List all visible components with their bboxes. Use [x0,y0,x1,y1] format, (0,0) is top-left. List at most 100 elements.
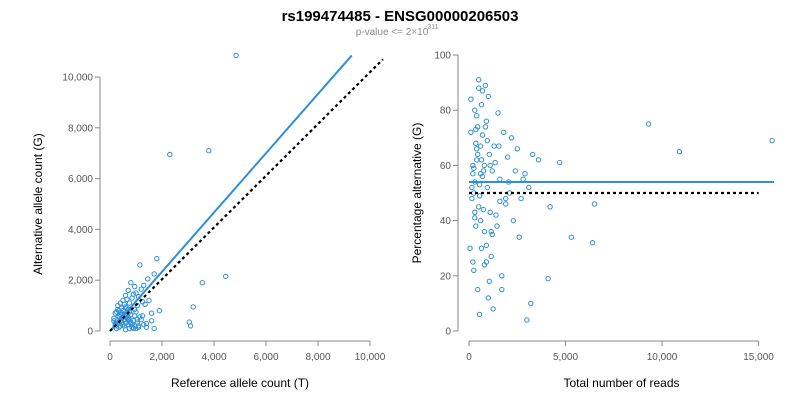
data-point [128,280,134,286]
data-point [470,259,476,265]
data-point [516,234,522,240]
data-point [156,308,163,314]
data-point [190,304,196,310]
pvalue-label: p-value <= 2×10 [356,27,429,38]
data-point [472,107,478,113]
data-point [125,287,131,294]
data-point [187,323,194,329]
x-tick-label: 4,000 [201,352,226,363]
y-tick-label: 8,000 [68,123,93,134]
data-point [471,165,477,171]
data-point [116,313,122,319]
data-point [508,135,515,141]
y-tick-label: 20 [440,271,452,282]
y-tick-label: 0 [87,327,93,338]
data-point [488,228,494,235]
data-point [557,159,563,166]
data-point [645,121,652,127]
data-point [514,146,520,152]
y-axis-title: Percentage alternative (G) [410,123,424,264]
data-point [126,300,133,306]
data-point [474,113,480,119]
data-point [233,52,239,59]
data-point [132,283,138,290]
y-tick-label: 6,000 [68,174,93,185]
data-point [477,143,484,149]
data-point [492,159,498,166]
data-point [501,129,507,136]
y-tick-label: 40 [440,216,452,227]
data-point [489,231,495,238]
data-point [495,110,501,116]
data-point [468,129,474,136]
data-point [116,324,122,330]
data-point [503,201,509,207]
x-axis-title: Reference allele count (T) [171,376,309,390]
data-point [476,182,483,188]
data-point [524,317,530,323]
data-point [133,309,139,315]
y-tick-label: 100 [434,51,451,62]
data-point [472,209,478,216]
data-point [133,325,139,332]
data-point [113,325,120,332]
y-tick-label: 4,000 [68,225,93,236]
data-point [494,223,500,229]
y-tick-label: 80 [440,106,452,117]
data-point [138,286,144,292]
x-tick-label: 5,000 [553,352,578,363]
data-point [497,198,503,205]
y-axis-title: Alternative allele count (G) [31,133,45,274]
data-point [522,171,528,177]
data-point [133,290,139,296]
data-point [124,309,130,315]
data-point [487,162,493,169]
data-point [473,140,479,147]
allele-count-scatter-panel: 0 2,000 4,000 6,000 8,000 10,000 0 2,000 4,000 6,… [31,52,386,390]
data-point [499,273,505,279]
data-point [112,310,118,316]
x-tick-label: 2,000 [149,352,174,363]
data-point [480,206,487,213]
data-point [481,228,488,235]
x-tick-label: 8,000 [305,352,330,363]
data-point [130,291,137,297]
data-point [125,316,131,323]
data-point [528,300,534,307]
data-point [477,217,484,224]
data-point [143,324,150,330]
data-point [115,302,121,309]
data-point [484,184,490,191]
data-point [479,88,486,94]
data-point [493,212,499,218]
data-point [129,321,135,328]
data-point [122,327,129,333]
data-point [134,316,141,323]
data-point [199,280,206,286]
data-point [497,176,503,182]
x-tick-label: 10,000 [647,352,678,363]
data-point [482,124,489,130]
data-point [223,273,229,280]
data-point [476,85,482,91]
y-tick-label: 0 [445,327,451,338]
data-point [530,151,536,158]
data-point [504,154,511,160]
data-point [475,151,481,158]
data-point [510,217,517,224]
x-tick-label: 6,000 [253,352,278,363]
reference-line [109,58,384,332]
data-point [547,204,553,210]
data-point [769,137,775,144]
data-point [486,151,492,158]
data-point [141,282,147,288]
data-point [115,306,121,313]
data-point [478,245,485,251]
data-point [484,137,490,144]
data-point [473,223,479,229]
data-point [476,77,482,83]
data-point [142,301,148,307]
data-point [526,184,532,191]
data-point [487,209,493,216]
